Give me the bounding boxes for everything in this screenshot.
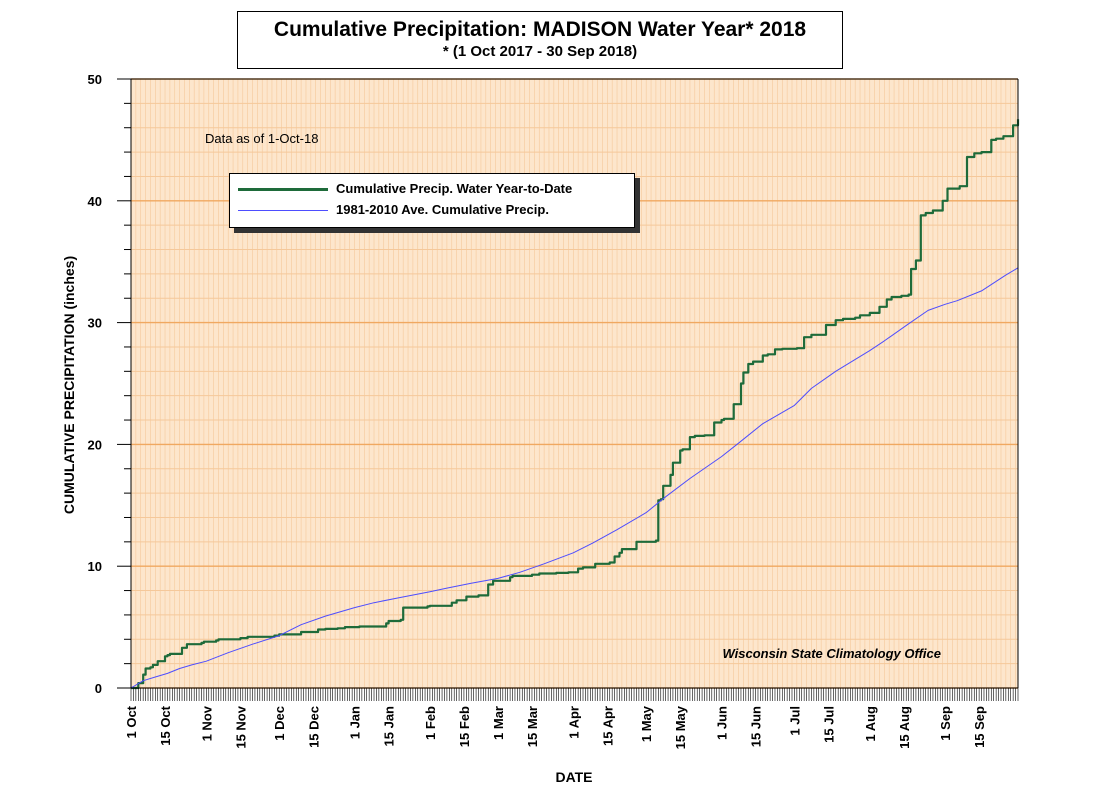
- axes: 0 10 20 30 40 50 1 Oct 15 Oct 1 Nov 15 Nov 1 Dec 15…: [88, 72, 1019, 749]
- legend-swatch-actual: [238, 188, 328, 191]
- x-tick-label: 15 May: [673, 705, 688, 749]
- legend: Cumulative Precip. Water Year-to-Date 19…: [229, 173, 635, 228]
- x-tick-label: 1 Nov: [199, 705, 214, 741]
- y-tick-label: 40: [88, 194, 102, 209]
- title-box: Cumulative Precipitation: MADISON Water …: [237, 11, 843, 69]
- x-tick-label: 1 Jul: [787, 706, 802, 736]
- series-line-average: [130, 267, 1019, 689]
- x-tick-label: 1 May: [639, 705, 654, 742]
- x-tick-label: 15 Oct: [158, 705, 173, 745]
- x-tick-label: 1 Apr: [566, 706, 581, 739]
- chart-title: Cumulative Precipitation: MADISON Water …: [273, 18, 807, 41]
- x-tick-label: 1 Oct: [124, 705, 139, 738]
- x-tick-label: 15 Feb: [457, 706, 472, 747]
- x-tick-label: 1 Mar: [491, 706, 506, 740]
- data-date-note: Data as of 1-Oct-18: [205, 131, 318, 146]
- x-tick-label: 1 Feb: [423, 706, 438, 740]
- x-tick-label: 1 Aug: [863, 706, 878, 742]
- x-tick-label: 15 Aug: [897, 706, 912, 749]
- x-tick-label: 15 Jan: [382, 706, 397, 747]
- grid-lines: [130, 78, 1018, 689]
- y-axis-label: CUMULATIVE PRECIPITATION (inches): [61, 256, 77, 514]
- x-tick-label: 15 Jun: [749, 706, 764, 747]
- legend-swatch-average: [238, 210, 328, 211]
- x-tick-label: 15 Mar: [525, 706, 540, 747]
- credit-text: Wisconsin State Climatology Office: [722, 646, 941, 661]
- series-line-actual: [131, 119, 1020, 690]
- x-tick-label: 1 Sep: [938, 706, 953, 741]
- y-tick-label: 20: [88, 437, 102, 452]
- x-tick-label: 1 Dec: [272, 706, 287, 741]
- x-tick-label: 15 Dec: [306, 706, 321, 748]
- y-tick-label: 50: [88, 72, 102, 87]
- y-tick-label: 0: [95, 681, 102, 696]
- x-tick-label: 15 Jul: [821, 706, 836, 743]
- x-tick-label: 1 Jun: [715, 706, 730, 740]
- y-tick-label: 30: [88, 316, 102, 331]
- plot-area: [131, 79, 1018, 688]
- x-tick-label: 15 Apr: [600, 706, 615, 746]
- y-tick-label: 10: [88, 559, 102, 574]
- chart-subtitle: * (1 Oct 2017 - 30 Sep 2018): [442, 43, 638, 60]
- x-axis-label: DATE: [555, 769, 592, 785]
- x-tick-label: 1 Jan: [348, 706, 363, 739]
- series-group: [130, 119, 1020, 690]
- legend-label-actual: Cumulative Precip. Water Year-to-Date: [336, 181, 573, 196]
- legend-label-average: 1981-2010 Ave. Cumulative Precip.: [336, 202, 549, 217]
- x-tick-label: 15 Nov: [233, 705, 248, 748]
- x-tick-label: 15 Sep: [972, 706, 987, 748]
